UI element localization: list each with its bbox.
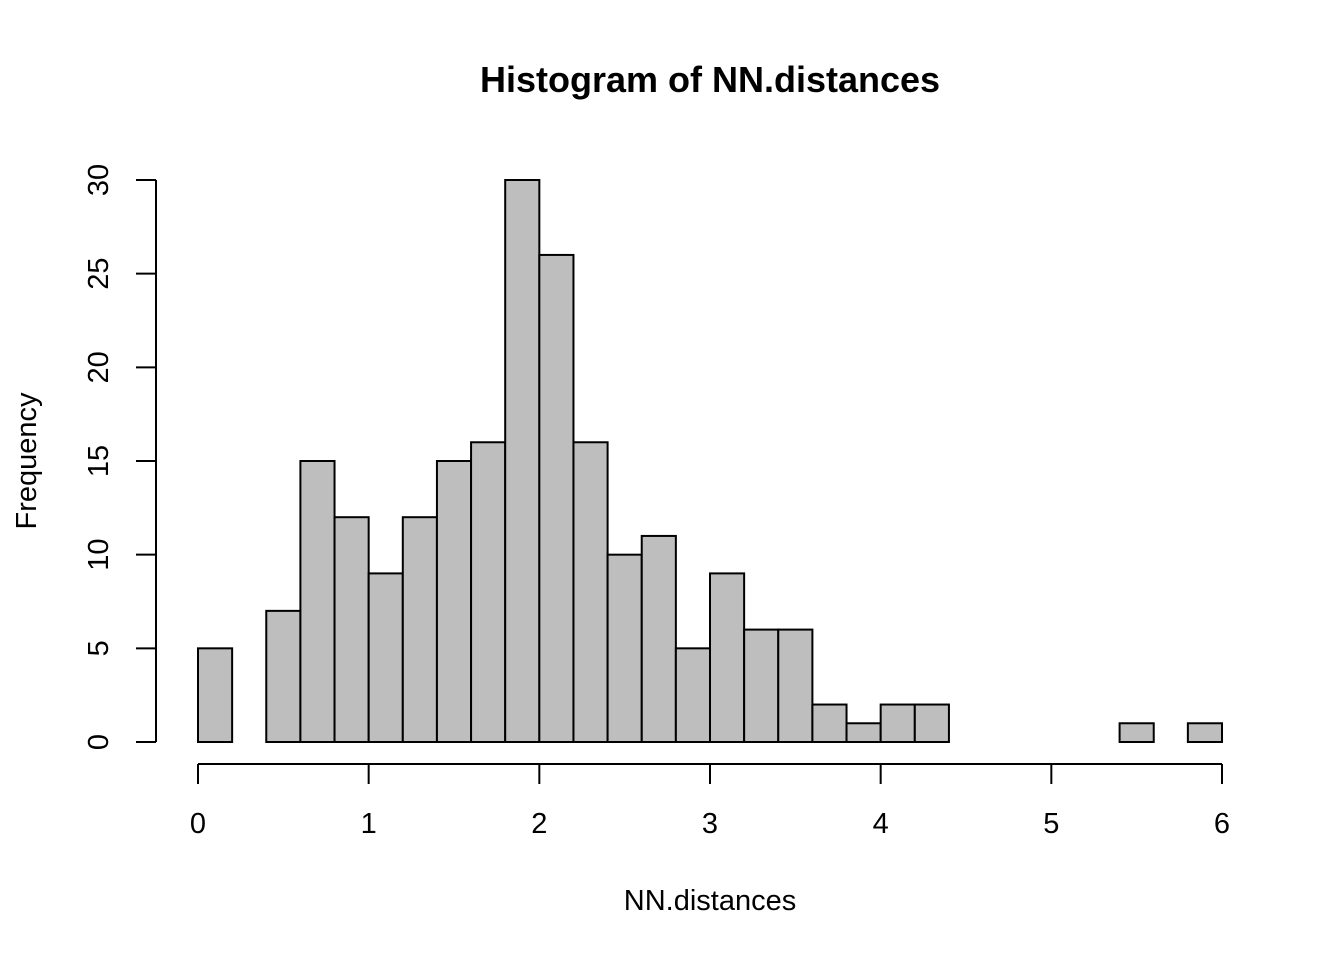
histogram-bar xyxy=(572,441,609,743)
histogram-bar xyxy=(538,253,575,744)
x-tick-label: 5 xyxy=(1043,808,1059,840)
histogram-bar xyxy=(1186,722,1224,743)
histogram-bar xyxy=(1118,722,1155,743)
histogram-bar xyxy=(845,722,882,743)
histogram-bar xyxy=(470,441,507,743)
y-tick-label: 25 xyxy=(83,258,115,290)
histogram-bar xyxy=(504,179,541,743)
histogram-bar xyxy=(435,460,473,743)
chart-title: Histogram of NN.distances xyxy=(480,59,940,100)
bars-group xyxy=(197,179,1224,744)
y-tick-label: 15 xyxy=(83,445,115,477)
histogram-bar xyxy=(367,572,404,744)
histogram-bar xyxy=(879,703,916,743)
y-tick-label: 0 xyxy=(83,734,115,750)
histogram-bar xyxy=(743,628,780,743)
y-tick-label: 30 xyxy=(83,164,115,196)
histogram-bar xyxy=(333,516,370,744)
histogram-bar xyxy=(777,628,814,743)
histogram-bar xyxy=(674,647,711,743)
x-axis-label: NN.distances xyxy=(624,885,796,917)
histogram-bar xyxy=(811,703,848,743)
histogram-bar xyxy=(913,703,950,743)
histogram-bar xyxy=(299,460,336,743)
x-tick-label: 1 xyxy=(361,808,377,840)
x-tick-label: 3 xyxy=(702,808,718,840)
histogram-bar xyxy=(640,534,677,744)
histogram-bar xyxy=(265,609,302,743)
x-tick-label: 6 xyxy=(1214,808,1230,840)
y-tick-label: 10 xyxy=(83,539,115,571)
histogram-bar xyxy=(606,553,643,744)
histogram-bar xyxy=(401,516,438,744)
histogram-bar xyxy=(197,647,234,743)
x-tick-label: 0 xyxy=(190,808,206,840)
x-tick-label: 2 xyxy=(531,808,547,840)
y-axis: 0 5 10 15 20 25 30 xyxy=(83,164,157,750)
x-axis: 0 1 2 3 4 5 6 xyxy=(190,763,1230,840)
histogram-bar xyxy=(709,572,746,744)
y-axis-label: Frequency xyxy=(11,392,43,530)
x-tick-label: 4 xyxy=(873,808,889,840)
y-tick-label: 5 xyxy=(83,640,115,656)
y-tick-label: 20 xyxy=(83,351,115,383)
